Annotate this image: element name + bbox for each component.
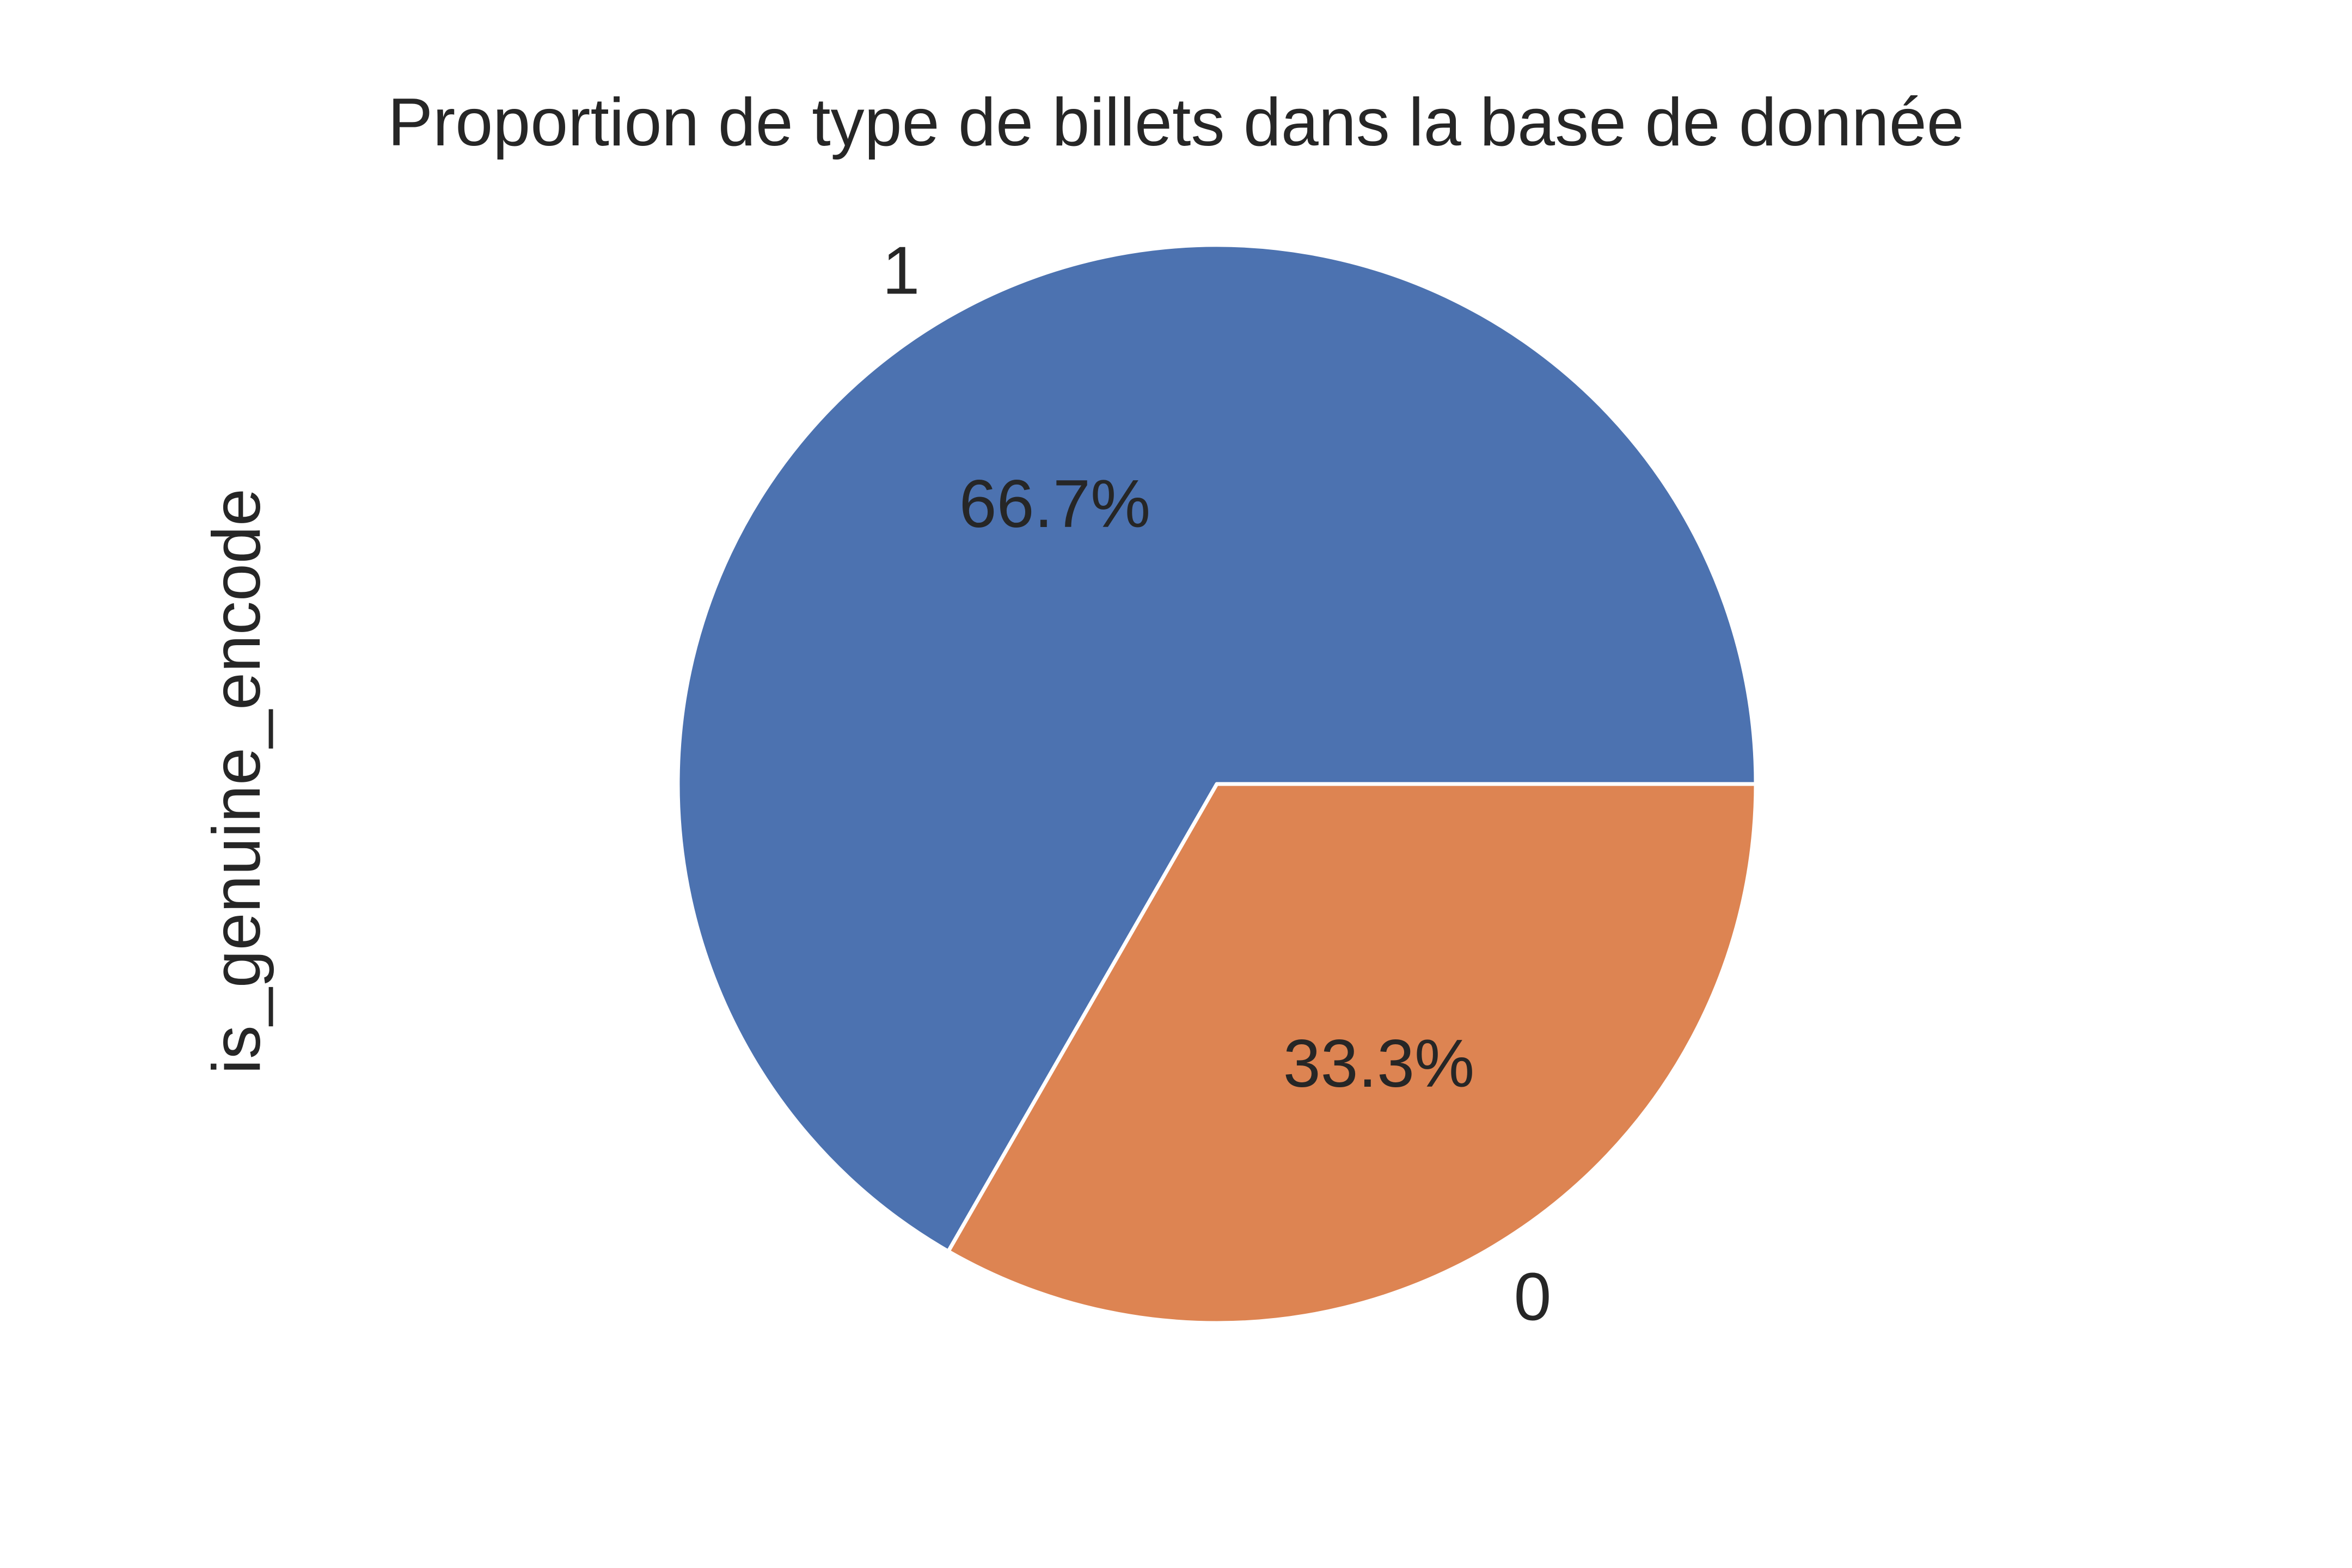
chart-title: Proportion de type de billets dans la ba…: [388, 85, 1964, 160]
slice-percent-1: 66.7%: [959, 467, 1151, 542]
pie-slice-1: [676, 243, 1758, 1253]
pie-slice-0: [946, 782, 1758, 1325]
slice-label-1: 1: [883, 233, 920, 308]
slice-label-0: 0: [1514, 1260, 1551, 1335]
slice-percent-0: 33.3%: [1283, 1026, 1475, 1101]
